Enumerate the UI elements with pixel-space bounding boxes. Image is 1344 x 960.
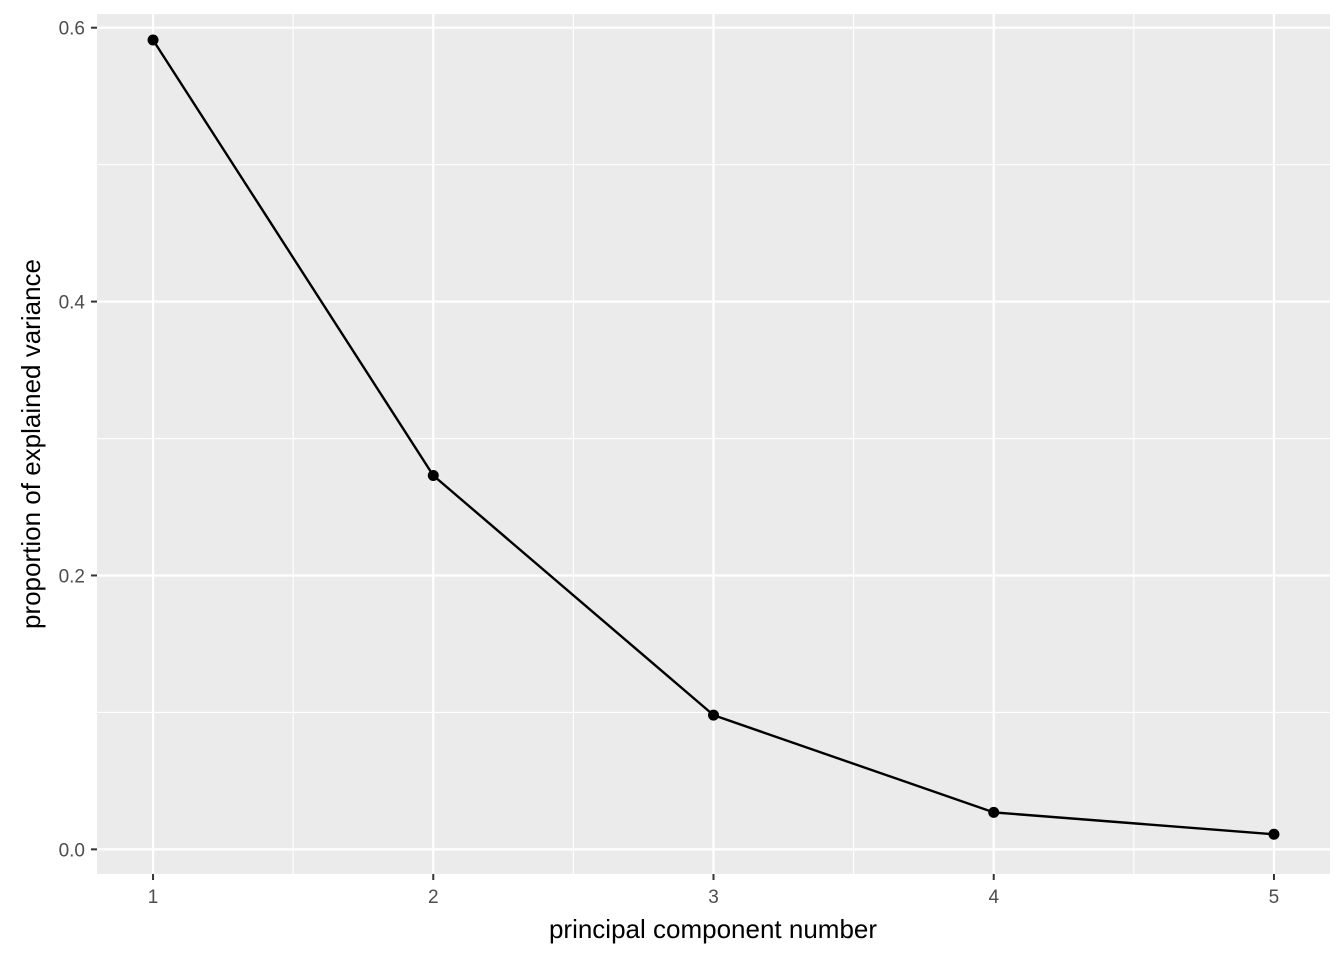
data-point xyxy=(427,469,439,481)
axis-ticks: 1 2 3 4 5 0.0 0.2 0.4 0.6 xyxy=(59,19,1280,908)
x-tick-label: 5 xyxy=(1269,887,1280,908)
y-axis-title: proportion of explained variance xyxy=(16,259,46,629)
x-axis-title: principal component number xyxy=(549,914,877,944)
x-tick-label: 2 xyxy=(428,887,439,908)
x-tick-label: 1 xyxy=(148,887,159,908)
data-point xyxy=(708,709,719,721)
x-tick-label: 4 xyxy=(988,887,999,908)
y-tick-label: 0.2 xyxy=(59,566,85,587)
y-tick-label: 0.4 xyxy=(59,293,86,314)
data-point xyxy=(147,34,159,46)
x-tick-label: 3 xyxy=(708,887,719,908)
y-tick-label: 0.0 xyxy=(59,840,85,861)
grid-lines xyxy=(97,14,1330,874)
data-point xyxy=(1268,828,1280,840)
data-series xyxy=(147,34,1280,840)
data-point xyxy=(988,806,1000,818)
y-tick-label: 0.6 xyxy=(59,19,85,40)
